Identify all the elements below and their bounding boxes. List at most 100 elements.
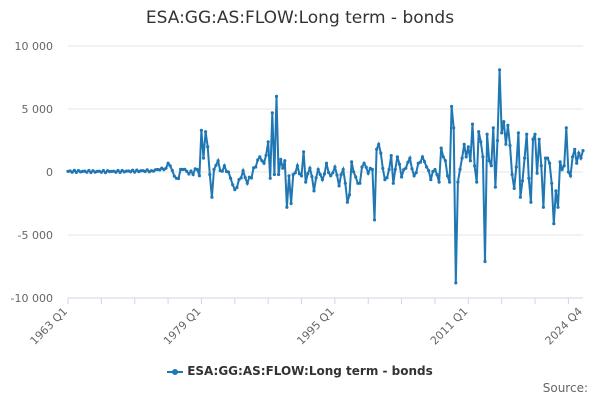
data-point[interactable]: [579, 156, 583, 160]
data-point[interactable]: [375, 147, 379, 151]
data-point[interactable]: [577, 151, 581, 155]
data-point[interactable]: [510, 172, 514, 177]
data-point[interactable]: [310, 174, 314, 179]
data-point[interactable]: [372, 218, 377, 222]
data-point[interactable]: [256, 158, 260, 162]
data-point[interactable]: [235, 185, 239, 190]
data-point[interactable]: [439, 146, 443, 150]
data-point[interactable]: [552, 222, 556, 226]
data-point[interactable]: [520, 179, 525, 183]
data-point[interactable]: [295, 164, 299, 168]
data-point[interactable]: [345, 200, 349, 204]
data-point[interactable]: [212, 167, 216, 172]
data-point[interactable]: [343, 181, 347, 185]
data-point[interactable]: [431, 169, 435, 174]
data-point[interactable]: [354, 175, 358, 179]
data-point[interactable]: [429, 178, 433, 182]
data-point[interactable]: [535, 171, 539, 175]
data-point[interactable]: [523, 156, 527, 160]
data-point[interactable]: [285, 205, 289, 209]
data-point[interactable]: [473, 164, 477, 168]
data-point[interactable]: [452, 126, 456, 130]
data-point[interactable]: [302, 150, 306, 154]
data-point[interactable]: [414, 171, 418, 175]
data-point[interactable]: [406, 160, 410, 164]
data-point[interactable]: [118, 170, 122, 174]
series-points[interactable]: [66, 68, 585, 285]
data-point[interactable]: [341, 167, 345, 172]
data-point[interactable]: [391, 181, 395, 185]
data-point[interactable]: [360, 165, 364, 169]
data-point[interactable]: [377, 142, 381, 146]
data-point[interactable]: [548, 161, 552, 165]
data-point[interactable]: [264, 153, 268, 157]
data-point[interactable]: [566, 170, 571, 174]
legend[interactable]: ESA:GG:AS:FLOW:Long term - bonds: [0, 364, 600, 378]
data-point[interactable]: [210, 195, 214, 199]
data-point[interactable]: [541, 205, 546, 209]
data-point[interactable]: [314, 176, 318, 180]
data-point[interactable]: [277, 172, 281, 177]
data-point[interactable]: [158, 168, 162, 172]
data-point[interactable]: [352, 170, 356, 174]
data-point[interactable]: [435, 173, 439, 177]
data-point[interactable]: [89, 170, 93, 175]
data-point[interactable]: [239, 176, 243, 180]
data-point[interactable]: [539, 164, 543, 168]
data-point[interactable]: [512, 186, 516, 190]
data-point[interactable]: [410, 167, 414, 171]
data-point[interactable]: [270, 111, 274, 115]
data-point[interactable]: [533, 132, 537, 136]
data-point[interactable]: [231, 183, 235, 187]
data-point[interactable]: [362, 161, 366, 165]
data-point[interactable]: [498, 68, 502, 72]
data-point[interactable]: [479, 140, 483, 144]
data-point[interactable]: [468, 159, 472, 163]
data-point[interactable]: [445, 174, 450, 178]
data-point[interactable]: [573, 147, 577, 151]
data-point[interactable]: [418, 160, 422, 164]
data-point[interactable]: [176, 176, 181, 181]
data-point[interactable]: [103, 171, 108, 175]
data-point[interactable]: [214, 163, 218, 167]
data-point[interactable]: [74, 170, 78, 174]
data-point[interactable]: [197, 174, 201, 178]
source-label[interactable]: Source:: [542, 381, 588, 395]
data-point[interactable]: [274, 94, 279, 98]
data-point[interactable]: [564, 126, 568, 130]
data-point[interactable]: [316, 167, 320, 172]
data-point[interactable]: [393, 167, 397, 171]
data-point[interactable]: [537, 137, 541, 141]
data-point[interactable]: [554, 189, 558, 193]
data-point[interactable]: [306, 172, 310, 176]
data-point[interactable]: [131, 168, 135, 172]
data-point[interactable]: [164, 166, 168, 170]
data-point[interactable]: [460, 156, 464, 160]
data-point[interactable]: [183, 167, 187, 171]
data-point[interactable]: [318, 173, 322, 177]
data-point[interactable]: [558, 160, 562, 164]
data-point[interactable]: [381, 166, 385, 170]
data-point[interactable]: [475, 180, 479, 184]
data-point[interactable]: [101, 169, 105, 173]
data-point[interactable]: [350, 160, 354, 164]
data-point[interactable]: [466, 145, 470, 149]
data-point[interactable]: [166, 161, 170, 165]
data-point[interactable]: [268, 176, 272, 180]
data-point[interactable]: [481, 155, 485, 159]
data-point[interactable]: [571, 155, 575, 159]
data-point[interactable]: [422, 160, 427, 164]
data-point[interactable]: [448, 180, 452, 184]
data-point[interactable]: [525, 132, 529, 136]
data-point[interactable]: [172, 174, 176, 178]
data-point[interactable]: [216, 159, 220, 163]
data-point[interactable]: [308, 166, 312, 170]
data-point[interactable]: [489, 164, 493, 168]
data-point[interactable]: [389, 154, 393, 158]
data-point[interactable]: [493, 185, 497, 189]
data-point[interactable]: [370, 167, 374, 172]
data-point[interactable]: [495, 138, 500, 143]
data-point[interactable]: [335, 173, 339, 177]
data-point[interactable]: [404, 166, 408, 170]
data-point[interactable]: [258, 155, 262, 159]
